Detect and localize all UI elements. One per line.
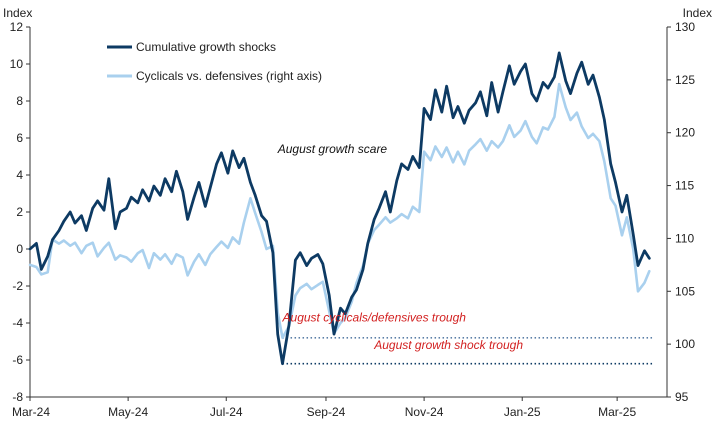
y-right-tick-label: 115 bbox=[675, 179, 694, 193]
series-line-cumulative-growth-shocks bbox=[28, 51, 651, 366]
x-tick-label: Mar-24 bbox=[12, 405, 50, 419]
annotation-cyc-def-trough: August cyclicals/defensives trough bbox=[282, 310, 467, 324]
growth-shock-trough-line-label: August growth shock trough bbox=[373, 338, 523, 352]
y-left-tick-label: -2 bbox=[12, 279, 23, 293]
y-left-tick-label: -8 bbox=[12, 390, 23, 404]
y-left-tick-label: 6 bbox=[16, 131, 23, 145]
reference-lines: August growth shock trough bbox=[282, 336, 653, 365]
y-left-tick-label: 2 bbox=[16, 205, 23, 219]
y-right-tick-label: 130 bbox=[675, 20, 695, 34]
legend-label-cumulative-growth-shocks: Cumulative growth shocks bbox=[136, 40, 276, 54]
y-axis-right-title: Index bbox=[683, 6, 712, 20]
x-tick-label: Sep-24 bbox=[307, 405, 346, 419]
y-right-tick-label: 100 bbox=[675, 337, 695, 351]
annotation-growth-scare: August growth scare bbox=[277, 142, 388, 156]
annotations: August growth scare August cyclicals/defe… bbox=[277, 142, 467, 324]
y-left-tick-label: 10 bbox=[10, 57, 24, 71]
legend-label-cyclicals-vs-defensives: Cyclicals vs. defensives (right axis) bbox=[136, 69, 322, 83]
y-left-tick-label: 8 bbox=[16, 94, 23, 108]
x-tick-label: Mar-25 bbox=[598, 405, 636, 419]
legend: Cumulative growth shocks Cyclicals vs. de… bbox=[107, 40, 322, 83]
y-axis-left-title: Index bbox=[3, 6, 32, 20]
y-right-tick-label: 95 bbox=[675, 390, 689, 404]
x-tick-label: Nov-24 bbox=[405, 405, 444, 419]
y-right-tick-label: 125 bbox=[675, 73, 695, 87]
y-left-tick-label: 4 bbox=[16, 168, 23, 182]
y-left-tick-label: 12 bbox=[10, 20, 24, 34]
y-right-tick-label: 105 bbox=[675, 284, 695, 298]
y-left-tick-label: -6 bbox=[12, 353, 23, 367]
x-tick-label: Jan-25 bbox=[504, 405, 541, 419]
y-right-tick-label: 120 bbox=[675, 126, 695, 140]
y-right-tick-label: 110 bbox=[675, 231, 694, 245]
axes: 12 10 8 6 4 2 0 -2 -4 -6 -8 130 125 120 115 110 105 100 95… bbox=[10, 20, 696, 419]
y-left-tick-label: -4 bbox=[12, 316, 23, 330]
series-layer bbox=[28, 51, 651, 366]
x-tick-label: May-24 bbox=[108, 405, 148, 419]
x-tick-label: Jul-24 bbox=[210, 405, 243, 419]
y-left-tick-label: 0 bbox=[16, 242, 23, 256]
series-line-cyclicals-vs-defensives bbox=[28, 82, 651, 340]
